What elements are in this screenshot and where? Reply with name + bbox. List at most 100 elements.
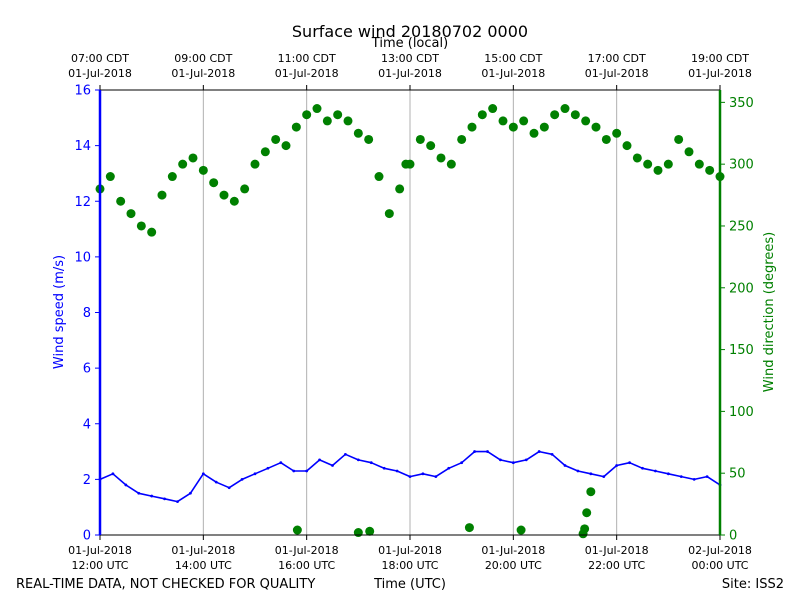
direction-point [384,209,394,219]
direction-point [674,134,684,144]
speed-point [692,477,696,481]
speed-point [615,464,619,467]
speed-point [382,466,386,470]
top-tick-date-label: 01-Jul-2018 [378,67,442,80]
direction-point [705,165,715,175]
top-tick-time-label: 09:00 CDT [174,52,232,65]
top-tick-date-label: 01-Jul-2018 [481,67,545,80]
left-tick-label: 8 [83,306,91,321]
direction-point [136,221,146,231]
direction-point [333,110,343,120]
speed-point [266,466,270,470]
direction-point [684,147,694,157]
speed-point [511,461,515,465]
left-tick-label: 12 [74,195,91,210]
speed-point [537,450,541,453]
speed-point [576,469,580,473]
x-tick-date-label: 01-Jul-2018 [481,544,545,557]
speed-point [163,497,166,501]
direction-point [612,128,622,138]
direction-series [95,104,725,539]
speed-point [227,486,231,490]
top-tick-date-label: 01-Jul-2018 [68,67,132,80]
left-tick-label: 16 [74,84,91,99]
top-tick-time-label: 07:00 CDT [71,52,129,65]
direction-point [147,227,157,237]
speed-point [434,475,438,478]
speed-point [524,458,528,462]
speed-point [279,461,283,465]
left-tick-label: 14 [74,139,91,154]
direction-point [539,122,549,132]
direction-point [663,159,673,169]
direction-point [498,116,508,126]
speed-point [344,452,347,456]
top-axis-label: Time (local) [371,36,448,51]
top-tick-time-label: 17:00 CDT [588,52,646,65]
right-tick-label: 0 [729,529,737,544]
speed-point [666,472,670,476]
direction-point [250,159,260,169]
direction-point [426,141,436,151]
direction-point [601,134,611,144]
direction-point [581,116,591,126]
right-tick-label: 200 [729,281,754,296]
speed-point [318,458,321,462]
speed-point [589,472,593,476]
speed-point [421,472,425,476]
left-tick-label: 4 [83,417,91,432]
x-tick-time-label: 12:00 UTC [71,559,128,572]
direction-point [405,159,415,169]
x-tick-time-label: 22:00 UTC [588,559,645,572]
direction-point [516,525,526,535]
direction-point [580,524,590,534]
direction-point [457,134,467,144]
direction-point [302,110,312,120]
speed-point [124,483,128,487]
direction-point [198,165,208,175]
direction-point [477,110,487,120]
speed-point [369,461,373,465]
direction-point [464,523,474,533]
direction-point [157,190,167,200]
direction-point [343,116,353,126]
direction-point [260,147,270,157]
speed-point [292,469,296,473]
direction-point [550,110,560,120]
speed-point [305,469,309,473]
direction-point [694,159,704,169]
top-tick-date-label: 01-Jul-2018 [275,67,339,80]
speed-point [705,475,709,478]
right-tick-label: 50 [729,467,746,482]
direction-point [395,184,405,194]
right-tick-label: 250 [729,219,754,234]
direction-point [281,141,291,151]
direction-point [488,104,498,114]
direction-point [126,209,136,219]
direction-point [508,122,518,132]
direction-point [322,116,332,126]
speed-point [395,469,399,473]
direction-point [586,487,596,497]
direction-point [529,128,539,138]
top-tick-time-label: 11:00 CDT [278,52,336,65]
speed-point [460,461,464,465]
left-tick-label: 6 [83,362,91,377]
top-tick-date-label: 01-Jul-2018 [585,67,649,80]
x-tick-date-label: 01-Jul-2018 [68,544,132,557]
direction-point [178,159,188,169]
right-tick-label: 150 [729,343,754,358]
x-tick-time-label: 14:00 UTC [175,559,232,572]
chart-title: Surface wind 20180702 0000 [292,22,528,41]
speed-point [201,472,205,476]
direction-point [188,153,198,163]
direction-point [374,172,384,182]
right-tick-label: 100 [729,405,754,420]
speed-point [111,472,115,476]
direction-point [353,528,363,538]
top-tick-date-label: 01-Jul-2018 [688,67,752,80]
direction-point [312,104,322,114]
direction-point [209,178,219,188]
speed-point [447,466,451,470]
